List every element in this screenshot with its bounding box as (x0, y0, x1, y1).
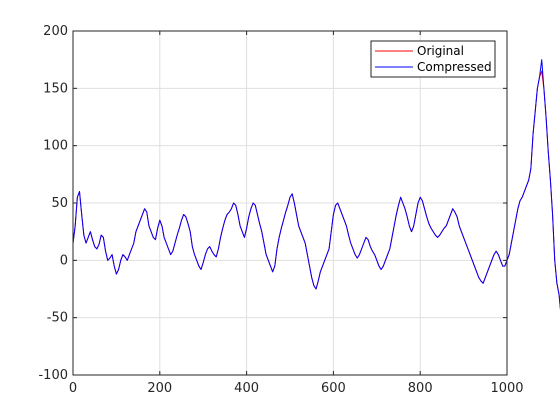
y-tick-label: 200 (43, 24, 68, 39)
y-tick-label: 150 (43, 81, 68, 96)
x-tick-label: 0 (69, 381, 77, 396)
legend-box (370, 40, 496, 78)
x-tick-label: 400 (234, 381, 259, 396)
x-tick-label: 800 (408, 381, 433, 396)
y-tick-label: 100 (43, 139, 68, 154)
grid (72, 30, 508, 376)
legend: Original Compressed (370, 40, 496, 78)
series-line-compressed (72, 59, 560, 310)
series-layer (72, 59, 560, 310)
y-tick-label: 0 (60, 253, 68, 268)
x-tick-label: 200 (147, 381, 172, 396)
ticks: 0 200 400 600 800 1000 -100 -50 0 50 100 150 200 (38, 24, 523, 396)
x-tick-label: 1000 (490, 381, 523, 396)
legend-label-compressed: Compressed (417, 60, 492, 74)
y-tick-label: -100 (38, 368, 68, 383)
y-tick-label: 50 (51, 196, 68, 211)
legend-label-original: Original (417, 44, 464, 58)
x-tick-label: 600 (321, 381, 346, 396)
y-tick-label: -50 (47, 311, 68, 326)
